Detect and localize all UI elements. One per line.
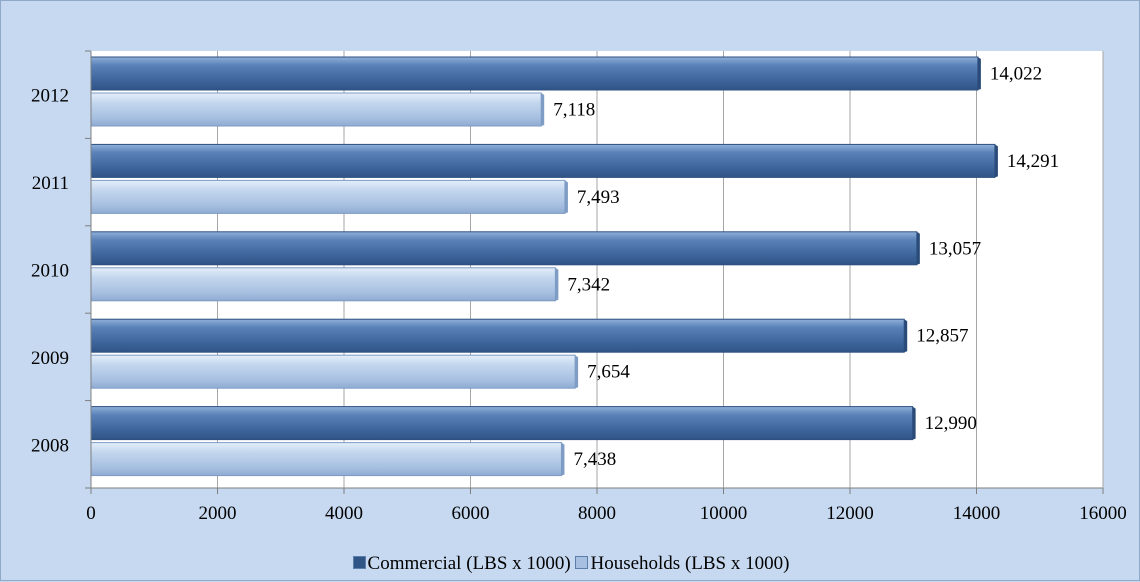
data-label-commercial: 14,291 — [1007, 151, 1059, 172]
legend-label-households: Households (LBS x 1000) — [590, 553, 790, 574]
bar-side — [912, 406, 916, 440]
y-tick-label: 2008 — [31, 435, 69, 456]
legend: Commercial (LBS x 1000) Households (LBS … — [1, 553, 1140, 575]
x-tick-label: 6000 — [452, 503, 490, 524]
legend-item-commercial: Commercial (LBS x 1000) — [352, 553, 571, 575]
x-tick-label: 16000 — [1079, 503, 1127, 524]
data-label-households: 7,493 — [577, 187, 620, 208]
x-tick-label: 14000 — [953, 503, 1001, 524]
data-label-commercial: 12,857 — [916, 326, 968, 347]
bar-side — [561, 442, 565, 476]
y-tick-label: 2012 — [31, 86, 69, 107]
bar-side — [904, 319, 908, 353]
legend-swatch-commercial — [352, 556, 366, 569]
data-label-households: 7,654 — [587, 362, 630, 383]
bar-households — [90, 92, 542, 127]
legend-label-commercial: Commercial (LBS x 1000) — [367, 553, 571, 574]
bar-commercial — [90, 318, 905, 353]
bar-households — [90, 267, 556, 302]
bar-side — [977, 57, 981, 90]
data-label-households: 7,438 — [573, 449, 616, 470]
x-tick-label: 2000 — [199, 503, 237, 524]
bar-side — [916, 231, 920, 265]
data-label-households: 7,118 — [553, 100, 595, 121]
data-label-households: 7,342 — [567, 274, 610, 295]
x-tick-label: 10000 — [700, 503, 748, 524]
data-label-commercial: 12,990 — [925, 413, 977, 434]
bar-side — [541, 93, 545, 126]
bar-commercial — [90, 406, 914, 441]
bar-side — [575, 355, 579, 389]
bar-households — [90, 179, 566, 214]
bar-households — [90, 442, 562, 477]
y-tick-label: 2010 — [31, 261, 69, 282]
bar-side — [564, 180, 568, 214]
data-label-commercial: 13,057 — [929, 238, 981, 259]
bar-commercial — [90, 56, 979, 91]
y-tick-label: 2009 — [31, 348, 69, 369]
x-tick-label: 4000 — [325, 503, 363, 524]
y-tick-label: 2011 — [32, 173, 69, 194]
bar-side — [994, 144, 998, 178]
legend-item-households: Households (LBS x 1000) — [575, 553, 789, 575]
x-tick-label: 8000 — [578, 503, 616, 524]
bar-commercial — [90, 231, 918, 266]
bar-side — [555, 267, 559, 301]
x-tick-label: 0 — [86, 503, 96, 524]
bar-households — [90, 354, 576, 389]
x-tick-label: 12000 — [826, 503, 874, 524]
data-label-commercial: 14,022 — [990, 64, 1042, 85]
bar-commercial — [90, 143, 996, 178]
legend-swatch-households — [575, 556, 589, 569]
